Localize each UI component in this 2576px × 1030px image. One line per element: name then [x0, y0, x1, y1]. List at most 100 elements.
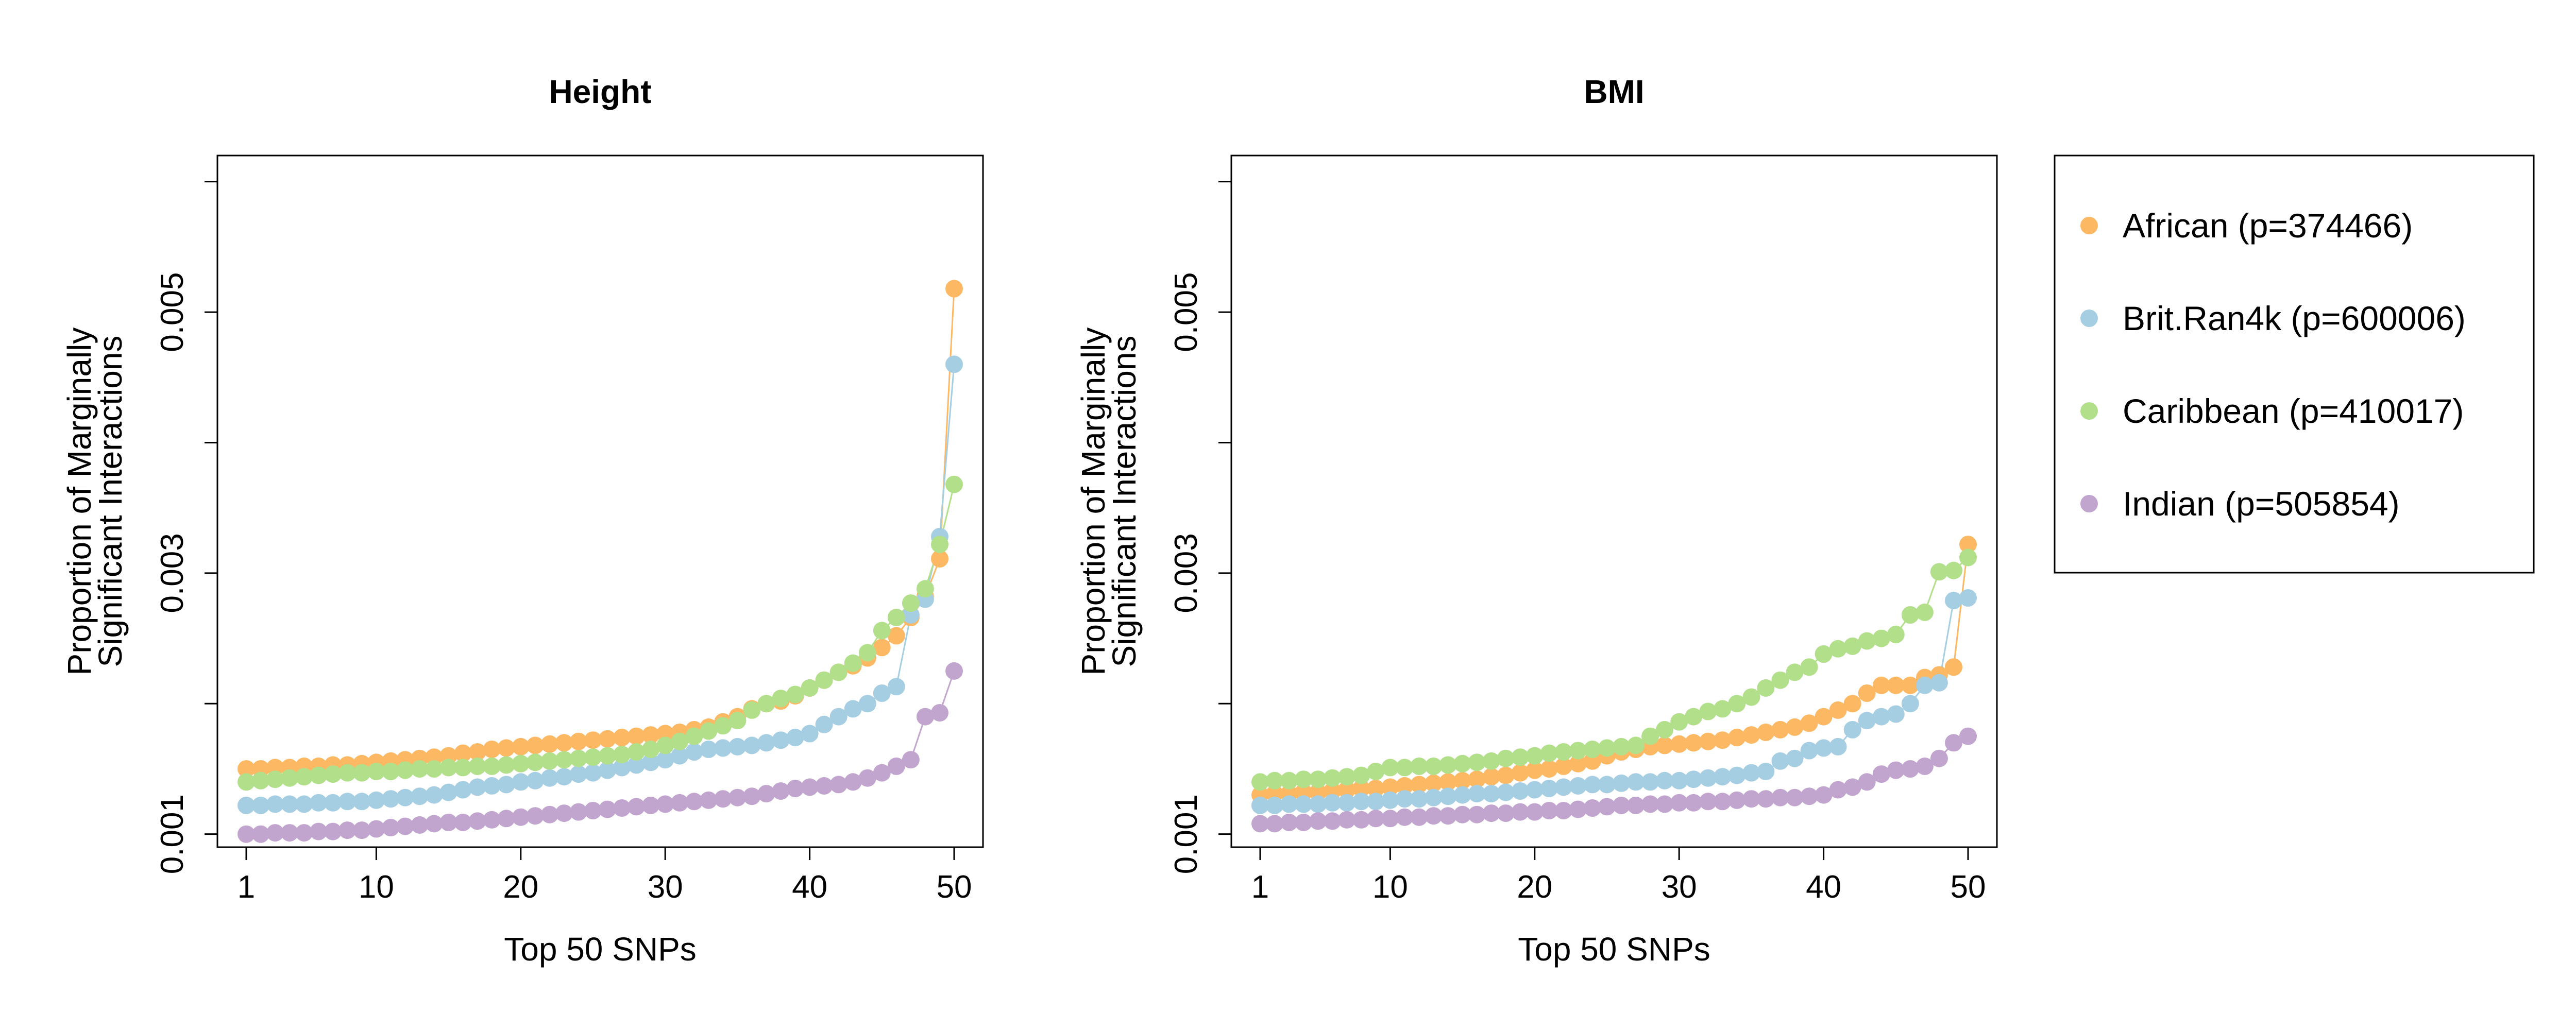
data-point-indian-p-505854 — [281, 824, 299, 842]
data-point-african-p-374466 — [1367, 780, 1385, 797]
data-point-indian-p-505854 — [468, 812, 486, 830]
data-point-brit-ran4k-p-600006 — [945, 355, 963, 373]
data-point-indian-p-505854 — [555, 804, 573, 822]
data-point-indian-p-505854 — [844, 773, 862, 791]
data-point-indian-p-505854 — [1425, 807, 1443, 825]
data-point-brit-ran4k-p-600006 — [1295, 795, 1313, 813]
data-point-african-p-374466 — [1569, 754, 1587, 772]
data-point-caribbean-p-410017 — [411, 760, 429, 778]
data-point-caribbean-p-410017 — [1685, 708, 1703, 726]
data-point-caribbean-p-410017 — [1425, 757, 1443, 775]
data-point-brit-ran4k-p-600006 — [584, 764, 602, 782]
data-point-indian-p-505854 — [411, 816, 429, 834]
data-point-brit-ran4k-p-600006 — [1425, 788, 1443, 806]
data-point-brit-ran4k-p-600006 — [1959, 589, 1977, 607]
data-point-african-p-374466 — [1497, 766, 1515, 784]
data-point-indian-p-505854 — [252, 825, 269, 843]
data-point-brit-ran4k-p-600006 — [786, 729, 804, 747]
data-point-indian-p-505854 — [1251, 815, 1269, 833]
legend-marker — [2080, 310, 2098, 327]
data-point-brit-ran4k-p-600006 — [1800, 742, 1818, 760]
data-point-caribbean-p-410017 — [1540, 744, 1558, 762]
data-point-indian-p-505854 — [599, 800, 616, 818]
data-point-caribbean-p-410017 — [1757, 679, 1775, 697]
data-point-brit-ran4k-p-600006 — [628, 756, 646, 774]
y-tick-label: 0.001 — [1168, 794, 1204, 874]
data-point-indian-p-505854 — [902, 751, 920, 769]
data-point-brit-ran4k-p-600006 — [1453, 786, 1471, 804]
data-point-african-p-374466 — [1540, 760, 1558, 778]
data-point-african-p-374466 — [1511, 764, 1529, 782]
data-point-indian-p-505854 — [945, 662, 963, 680]
data-point-african-p-374466 — [454, 744, 472, 762]
data-point-african-p-374466 — [1945, 658, 1962, 676]
data-point-caribbean-p-410017 — [1959, 548, 1977, 566]
data-point-indian-p-505854 — [1367, 810, 1385, 828]
data-point-brit-ran4k-p-600006 — [685, 743, 703, 761]
data-point-brit-ran4k-p-600006 — [1367, 793, 1385, 811]
y-axis-label-line: Significant Interactions — [1106, 336, 1143, 667]
data-point-brit-ran4k-p-600006 — [1815, 739, 1833, 757]
data-point-african-p-374466 — [1714, 731, 1732, 749]
data-point-african-p-374466 — [1482, 768, 1500, 786]
data-point-indian-p-505854 — [526, 807, 544, 825]
data-point-african-p-374466 — [1468, 770, 1486, 788]
data-point-brit-ran4k-p-600006 — [1901, 695, 1919, 713]
data-point-indian-p-505854 — [642, 796, 660, 814]
data-point-indian-p-505854 — [728, 788, 747, 806]
data-point-indian-p-505854 — [1526, 803, 1544, 821]
data-point-indian-p-505854 — [353, 821, 371, 839]
data-point-brit-ran4k-p-600006 — [1930, 674, 1948, 692]
data-point-brit-ran4k-p-600006 — [1482, 785, 1500, 803]
data-point-african-p-374466 — [1901, 676, 1919, 694]
data-point-indian-p-505854 — [1714, 793, 1732, 811]
data-point-caribbean-p-410017 — [1641, 727, 1659, 745]
data-point-african-p-374466 — [555, 734, 573, 752]
data-point-african-p-374466 — [628, 727, 646, 745]
data-point-caribbean-p-410017 — [613, 746, 631, 764]
data-point-african-p-374466 — [1352, 780, 1370, 797]
data-point-caribbean-p-410017 — [1439, 756, 1457, 774]
data-point-caribbean-p-410017 — [1266, 771, 1283, 789]
panel-title: BMI — [1584, 73, 1644, 110]
data-point-brit-ran4k-p-600006 — [1945, 592, 1962, 610]
data-point-indian-p-505854 — [1656, 795, 1674, 813]
data-point-brit-ran4k-p-600006 — [1887, 705, 1905, 723]
data-point-brit-ran4k-p-600006 — [281, 795, 299, 813]
data-point-caribbean-p-410017 — [628, 743, 646, 761]
x-tick-label: 40 — [792, 869, 827, 905]
data-point-caribbean-p-410017 — [1251, 773, 1269, 791]
data-point-caribbean-p-410017 — [599, 747, 616, 765]
y-tick-label: 0.005 — [1168, 272, 1204, 352]
data-point-caribbean-p-410017 — [238, 773, 255, 791]
data-point-african-p-374466 — [1554, 757, 1572, 775]
data-point-brit-ran4k-p-600006 — [844, 700, 862, 718]
data-point-african-p-374466 — [512, 737, 530, 756]
data-point-indian-p-505854 — [858, 769, 876, 787]
data-point-brit-ran4k-p-600006 — [382, 790, 400, 808]
data-point-african-p-374466 — [483, 741, 501, 758]
data-point-indian-p-505854 — [931, 704, 948, 722]
data-point-indian-p-505854 — [295, 824, 313, 842]
data-point-indian-p-505854 — [1641, 795, 1659, 813]
data-point-indian-p-505854 — [1916, 757, 1934, 775]
data-point-caribbean-p-410017 — [671, 732, 689, 750]
data-point-indian-p-505854 — [1482, 804, 1500, 822]
data-point-caribbean-p-410017 — [714, 717, 732, 735]
data-point-brit-ran4k-p-600006 — [1627, 773, 1645, 791]
data-point-caribbean-p-410017 — [1482, 752, 1500, 770]
data-point-indian-p-505854 — [1295, 813, 1313, 831]
data-point-indian-p-505854 — [569, 803, 587, 821]
data-point-caribbean-p-410017 — [815, 671, 833, 689]
data-point-brit-ran4k-p-600006 — [728, 737, 747, 756]
data-point-caribbean-p-410017 — [382, 763, 400, 780]
data-point-caribbean-p-410017 — [281, 769, 299, 787]
data-point-brit-ran4k-p-600006 — [1685, 770, 1703, 788]
data-point-african-p-374466 — [1425, 774, 1443, 792]
data-point-caribbean-p-410017 — [1858, 632, 1876, 650]
y-tick-label: 0.003 — [155, 533, 190, 613]
data-point-indian-p-505854 — [584, 802, 602, 819]
data-point-brit-ran4k-p-600006 — [1699, 769, 1717, 787]
y-tick-label: 0.005 — [155, 272, 190, 352]
data-point-indian-p-505854 — [396, 817, 414, 835]
